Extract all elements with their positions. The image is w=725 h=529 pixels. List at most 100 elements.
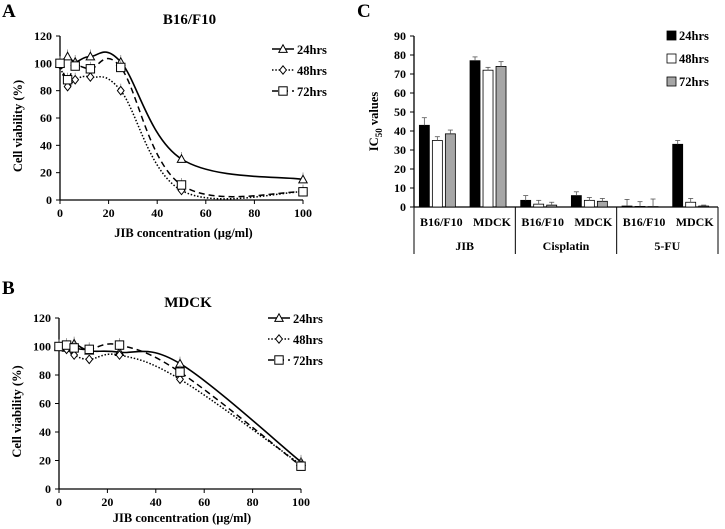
legend-marker-48hrs bbox=[274, 333, 284, 345]
bar-48hrs bbox=[583, 199, 595, 208]
data-point-48hrs bbox=[116, 85, 125, 96]
data-point-72hrs bbox=[114, 340, 125, 350]
legend-marker-72hrs bbox=[278, 86, 288, 96]
y-tick-label: 20 bbox=[39, 454, 51, 468]
data-point-72hrs bbox=[116, 62, 126, 73]
group-label: Cisplatin bbox=[543, 239, 590, 253]
bar-72hrs bbox=[647, 206, 659, 208]
bar-24hrs bbox=[520, 199, 532, 208]
group-label: JIB bbox=[455, 239, 474, 253]
legend-label-48hrs: 48hrs bbox=[297, 64, 327, 78]
x-tick-label: 20 bbox=[101, 495, 113, 509]
y-tick-label: 40 bbox=[394, 124, 406, 138]
y-tick-label: 90 bbox=[394, 29, 406, 43]
y-tick-label: 40 bbox=[39, 425, 51, 439]
x-tick-label: 20 bbox=[103, 206, 115, 220]
legend-swatch-72hrs bbox=[666, 76, 677, 87]
data-point-24hrs bbox=[297, 174, 309, 184]
y-tick-label: 0 bbox=[400, 200, 406, 214]
bar-48hrs bbox=[482, 69, 494, 208]
x-axis-label: JIB concentration (µg/ml) bbox=[113, 511, 251, 525]
y-tick-label: 30 bbox=[394, 143, 406, 157]
y-tick-label: 10 bbox=[394, 181, 406, 195]
x-tick-label: 0 bbox=[56, 495, 62, 509]
legend-marker-24hrs bbox=[273, 312, 285, 322]
data-point-48hrs bbox=[63, 81, 72, 92]
category-label: MDCK bbox=[574, 215, 613, 229]
y-tick-label: 80 bbox=[394, 48, 406, 62]
data-point-72hrs bbox=[70, 61, 80, 71]
data-point-24hrs bbox=[176, 153, 187, 163]
group-label: 5-FU bbox=[654, 239, 680, 253]
x-tick-label: 40 bbox=[151, 206, 163, 220]
x-tick-label: 80 bbox=[248, 206, 260, 220]
y-tick-label: 100 bbox=[34, 56, 52, 70]
bar-24hrs bbox=[570, 195, 582, 208]
data-point-72hrs bbox=[176, 180, 187, 190]
legend-label-24hrs: 24hrs bbox=[679, 29, 709, 43]
x-tick-label: 60 bbox=[198, 495, 210, 509]
panel-letter-a: A bbox=[2, 1, 16, 22]
data-point-24hrs bbox=[62, 51, 73, 61]
bar-72hrs bbox=[444, 133, 456, 208]
category-label: MDCK bbox=[473, 215, 512, 229]
y-tick-label: 50 bbox=[394, 105, 406, 119]
chart-title: B16/F10 bbox=[163, 12, 216, 28]
y-tick-label: 120 bbox=[34, 29, 52, 43]
x-axis-label: JIB concentration (µg/ml) bbox=[114, 226, 252, 240]
legend-label-48hrs: 48hrs bbox=[679, 52, 709, 66]
chart-b-mdck-viability: MDCK 0 20 40 60 80 100 120 0 20 40 60 80 100 JIB conce… bbox=[10, 295, 323, 525]
category-label: B16/F10 bbox=[521, 215, 564, 229]
legend-marker-24hrs bbox=[277, 43, 289, 53]
data-point-24hrs bbox=[85, 51, 96, 61]
x-tick-label: 60 bbox=[200, 206, 212, 220]
panel-letter-c: C bbox=[357, 1, 371, 22]
data-point-72hrs bbox=[175, 367, 185, 377]
bar-72hrs bbox=[698, 205, 710, 208]
legend-label-72hrs: 72hrs bbox=[293, 354, 323, 368]
chart-a-b16f10-viability: B16/F10 0 20 40 60 80 100 120 0 20 40 60 80 100 JIB co… bbox=[11, 12, 327, 240]
y-tick-label: 120 bbox=[33, 311, 51, 325]
bar-72hrs bbox=[546, 204, 558, 208]
legend-marker-48hrs bbox=[278, 64, 288, 76]
y-tick-label: 80 bbox=[40, 84, 52, 98]
data-point-72hrs bbox=[298, 187, 308, 197]
y-tick-label: 60 bbox=[39, 397, 51, 411]
bar-48hrs bbox=[431, 140, 443, 208]
legend-label-24hrs: 24hrs bbox=[297, 43, 327, 57]
y-tick-label: 100 bbox=[33, 340, 51, 354]
legend-label-24hrs: 24hrs bbox=[293, 312, 323, 326]
y-tick-label: 20 bbox=[394, 162, 406, 176]
legend-label-72hrs: 72hrs bbox=[297, 85, 327, 99]
data-point-72hrs bbox=[55, 58, 65, 69]
y-axis-label: Cell viability (%) bbox=[11, 80, 25, 172]
legend-label-48hrs: 48hrs bbox=[293, 333, 323, 347]
data-point-48hrs bbox=[71, 74, 80, 85]
y-tick-label: 60 bbox=[394, 86, 406, 100]
bar-48hrs bbox=[634, 206, 646, 208]
y-tick-label: 40 bbox=[40, 138, 52, 152]
data-point-72hrs bbox=[296, 461, 306, 471]
y-label-rest: values bbox=[367, 92, 381, 129]
category-label: MDCK bbox=[676, 215, 715, 229]
legend-swatch-48hrs bbox=[666, 53, 677, 64]
y-tick-label: 80 bbox=[39, 368, 51, 382]
category-label: B16/F10 bbox=[623, 215, 666, 229]
bar-72hrs bbox=[495, 66, 507, 208]
data-point-48hrs bbox=[115, 350, 124, 361]
category-label: B16/F10 bbox=[420, 215, 463, 229]
x-tick-label: 0 bbox=[57, 206, 63, 220]
y-tick-label: 0 bbox=[45, 482, 51, 496]
x-tick-label: 40 bbox=[150, 495, 162, 509]
x-tick-label: 100 bbox=[294, 206, 312, 220]
data-point-48hrs bbox=[86, 71, 95, 83]
y-tick-label: 0 bbox=[46, 193, 52, 207]
bar-24hrs bbox=[418, 124, 430, 208]
data-point-48hrs bbox=[85, 354, 94, 365]
bar-24hrs bbox=[469, 60, 481, 208]
data-point-72hrs bbox=[84, 344, 94, 355]
y-tick-label: 20 bbox=[40, 166, 52, 180]
y-tick-label: 70 bbox=[394, 67, 406, 81]
